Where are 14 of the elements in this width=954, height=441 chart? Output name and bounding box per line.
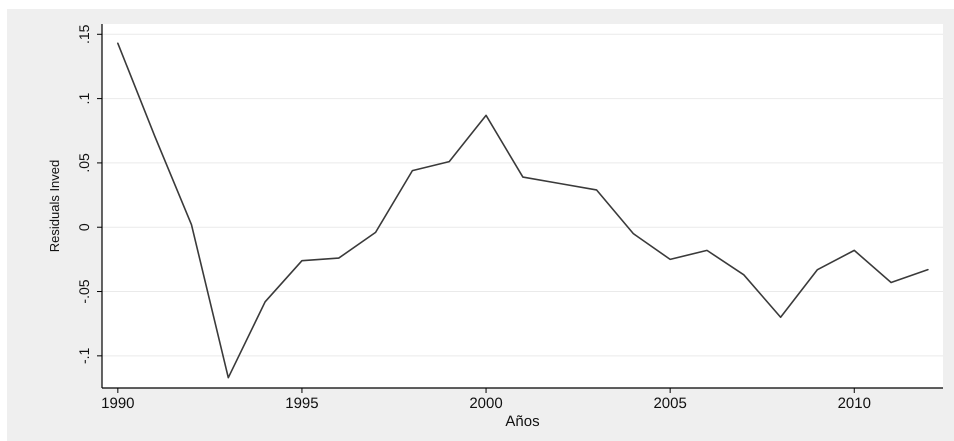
y-tick-label: -.05: [76, 279, 92, 304]
y-tick-label: .05: [76, 152, 92, 173]
x-tick-label: 1990: [101, 395, 135, 412]
x-tick-label: 2000: [469, 395, 503, 412]
y-axis-title: Residuals Inved: [47, 160, 62, 252]
y-tick-label: 0: [76, 223, 92, 232]
x-tick-label: 1995: [285, 395, 319, 412]
y-tick-label: .1: [76, 92, 92, 104]
line-series: [117, 42, 929, 379]
y-tick-label: .15: [76, 24, 92, 44]
x-tick-label: 2010: [838, 395, 871, 412]
x-tick-label: 2005: [653, 395, 687, 412]
y-tick-label: -.1: [76, 347, 92, 364]
x-axis-title: Años: [505, 413, 540, 430]
